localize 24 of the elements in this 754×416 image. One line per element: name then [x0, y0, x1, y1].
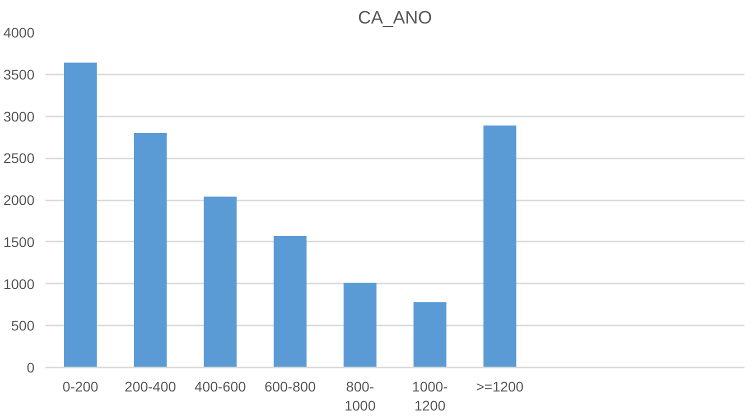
bar: [134, 133, 167, 368]
x-tick-label: 0-200: [62, 378, 99, 394]
y-tick-label: 2000: [3, 192, 35, 208]
bar: [64, 62, 97, 368]
x-tick-label: 800-1000: [344, 378, 376, 414]
y-tick-label: 500: [11, 318, 35, 334]
y-tick-label: 0: [26, 360, 35, 376]
bar: [274, 236, 307, 368]
chart-title: CA_ANO: [358, 8, 432, 28]
bar: [483, 125, 516, 368]
x-tick-label: >=1200: [476, 378, 524, 394]
y-tick-label: 3000: [3, 108, 35, 124]
bar: [204, 196, 237, 368]
y-tick-label: 3500: [3, 66, 35, 82]
x-tick-label: 200-400: [124, 378, 176, 394]
y-tick-label: 2500: [3, 150, 35, 166]
y-tick-label: 4000: [3, 24, 35, 40]
bar: [414, 302, 446, 368]
x-tick-label: 400-600: [194, 378, 246, 394]
bar: [344, 282, 376, 368]
x-tick-label: 1000-1200: [412, 378, 448, 414]
y-tick-label: 1000: [3, 276, 35, 292]
y-tick-label: 1500: [3, 234, 35, 250]
x-tick-label: 600-800: [264, 378, 316, 394]
